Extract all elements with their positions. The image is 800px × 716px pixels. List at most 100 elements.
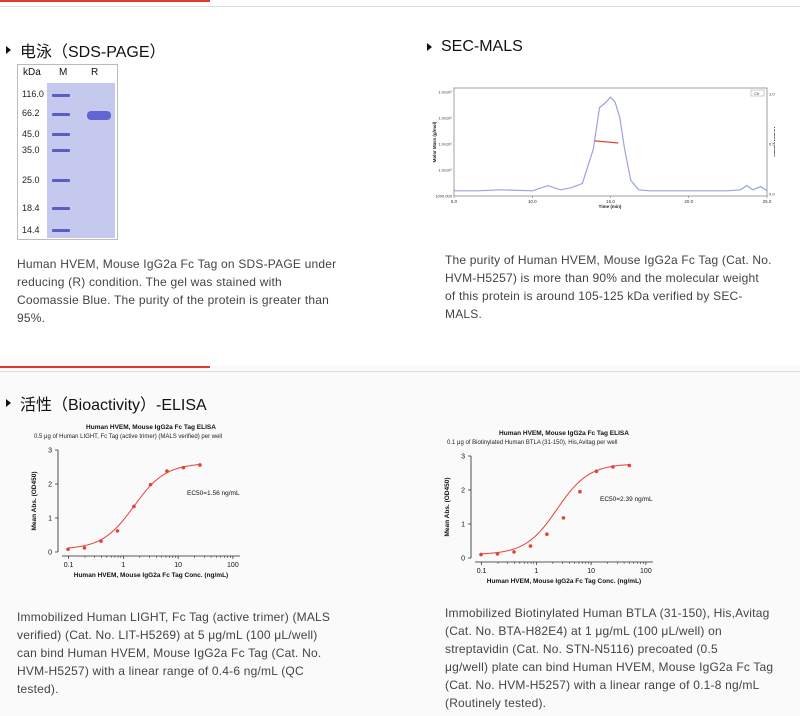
elisa2-y-axis-label: Mean Abs. (OD450) [444,478,451,537]
caption-line: The purity of Human HVEM, Mouse IgG2a Fc… [445,253,772,267]
elisa2-y-tick-label: 1 [461,522,465,529]
accent-bar [0,366,210,368]
sec-legend [750,89,765,97]
ladder-band [52,179,70,182]
gel-image: kDa M R 116.0 66.2 45.0 35.0 25.0 18.4 1… [17,64,118,240]
elisa1-ec50-label: EC50=1.56 ng/mL [187,490,240,497]
elisa2-x-axis-label: Human HVEM, Mouse IgG2a Fc Tag Conc. (ng… [487,578,641,585]
bullet-triangle-icon [6,46,11,54]
gel-header-marker: M [59,67,68,78]
sds-heading: 电泳（SDS-PAGE） [6,38,166,62]
sec-heading: SEC-MALS [427,38,523,56]
ladder-band [52,207,70,210]
sec-y-tick-label: 1.0x10⁵ [438,168,452,173]
elisa2-caption: Immobilized Biotinylated Human BTLA (31-… [445,604,795,712]
elisa2-subtitle: 0.1 μg of Biotinylated Human BTLA (31-15… [447,440,617,446]
elisa2-fit-curve [480,464,630,555]
sec-y2-tick-label: 0.0 [769,192,775,197]
elisa2-data-point [479,552,483,557]
sec-y-axis-label: Molar Mass (g/mol) [432,121,437,162]
caption-line: (Cat. No. HVM-H5257) with a linear range… [445,678,760,692]
elisa2-x-tick-label: 0.1 [477,568,487,575]
caption-line: HVM-H5257) is more than 90% and the mole… [445,271,759,285]
elisa1-caption: Immobilized Human LIGHT, Fc Tag (active … [17,608,377,698]
mw-label: 45.0 [22,129,40,139]
sec-legend-label: Ch [754,91,759,96]
mw-label: 25.0 [22,175,40,185]
elisa1-subtitle: 0.5 μg of Human LIGHT, Fc Tag (active tr… [34,434,222,440]
sec-x-tick-label: 5.0 [451,199,458,204]
elisa2-data-point [561,516,566,520]
caption-line: reducing (R) condition. The gel was stai… [17,275,282,289]
sec-x-tick-label: 25.0 [763,199,772,204]
elisa1-data-point [82,546,87,550]
caption-line: Immobilized Biotinylated Human BTLA (31-… [445,606,770,620]
caption-line: (Routinely tested). [445,696,547,710]
elisa1-x-tick-label: 100 [227,562,239,569]
elisa1-data-point [181,465,186,470]
elisa1-x-axis-label: Human HVEM, Mouse IgG2a Fc Tag Conc. (ng… [74,572,228,579]
elisa2-data-point [627,463,632,468]
sec-heading-text: SEC-MALS [441,38,523,55]
divider-line [0,371,800,372]
elisa1-x-tick-label: 10 [174,562,182,569]
elisa1-data-point [99,539,103,543]
mw-label: 18.4 [22,203,40,213]
bullet-triangle-icon [427,43,432,51]
caption-line: Coomassie Blue. The purity of the protei… [17,293,330,307]
caption-line: Immobilized Human LIGHT, Fc Tag (active … [17,610,331,624]
ladder-band [52,133,70,136]
mw-label: 35.0 [22,145,40,155]
gel-header-kda: kDa [23,67,41,78]
elisa1-data-point [165,469,169,473]
mw-label: 66.2 [22,108,40,118]
caption-line: MALS. [445,307,483,321]
sec-y2-tick-label: 1.0 [769,92,775,97]
sec-x-tick-label: 15.0 [606,199,615,204]
elisa2-y-tick-label: 2 [461,488,465,495]
gel-header-reducing: R [91,67,99,78]
elisa2-x-tick-label: 10 [587,568,595,575]
caption-line: Human HVEM, Mouse IgG2a Fc Tag on SDS-PA… [17,257,337,271]
elisa2-data-point [545,532,549,536]
elisa2-x-tick-label: 1 [534,568,538,575]
elisa-chart-btla: Human HVEM, Mouse IgG2a Fc Tag ELISA 0.1 … [444,430,653,585]
sec-caption: The purity of Human HVEM, Mouse IgG2a Fc… [445,251,790,323]
elisa1-y-axis-label: Mean Abs. (OD450) [31,472,38,531]
ladder-band [52,229,70,232]
divider-line [0,6,800,7]
accent-bar [0,0,210,2]
caption-line: tested). [17,682,59,696]
sample-band [87,111,111,120]
sec-x-axis-label: Time (min) [599,204,622,209]
sec-y-tick-label: 1.0x10⁵ [438,116,452,121]
ladder-band [52,113,70,116]
sec-x-tick-label: 10.0 [528,199,537,204]
elisa2-y-tick-label: 3 [461,454,465,461]
bio-heading: 活性（Bioactivity）-ELISA [6,391,207,415]
elisa1-y-tick-label: 1 [48,516,52,523]
sec-y2-axis-label: Relative Scale [773,127,775,158]
caption-line: 95%. [17,311,46,325]
caption-line: verified) (Cat. No. LIT-H5269) at 5 μg/m… [17,628,318,642]
elisa1-data-point [148,482,153,487]
sds-caption: Human HVEM, Mouse IgG2a Fc Tag on SDS-PA… [17,255,377,327]
elisa1-y-tick-label: 2 [48,482,52,489]
mw-label: 116.0 [22,89,44,99]
bullet-triangle-icon [6,399,11,407]
ladder-band [52,94,70,97]
elisa1-title: Human HVEM, Mouse IgG2a Fc Tag ELISA [86,424,216,431]
elisa-chart-light: Human HVEM, Mouse IgG2a Fc Tag ELISA 0.5 … [31,424,240,579]
bio-heading-text: 活性（Bioactivity）-ELISA [20,397,207,414]
elisa2-data-point [578,489,582,494]
sds-heading-text: 电泳（SDS-PAGE） [20,44,166,61]
sec-y2-tick-label: 0.5 [769,142,775,147]
caption-line: of this protein is around 105-125 kDa ve… [445,289,743,303]
sec-x-tick-label: 20.0 [684,199,693,204]
elisa1-data-point [198,463,202,467]
caption-line: μg/well) plate can bind Human HVEM, Mous… [445,660,774,674]
sec-y-tick-label: 1000.000 [435,194,452,199]
sec-y-tick-label: 1.0x10⁶ [438,90,452,95]
gel-lanes [47,83,115,238]
ladder-band [52,149,70,152]
